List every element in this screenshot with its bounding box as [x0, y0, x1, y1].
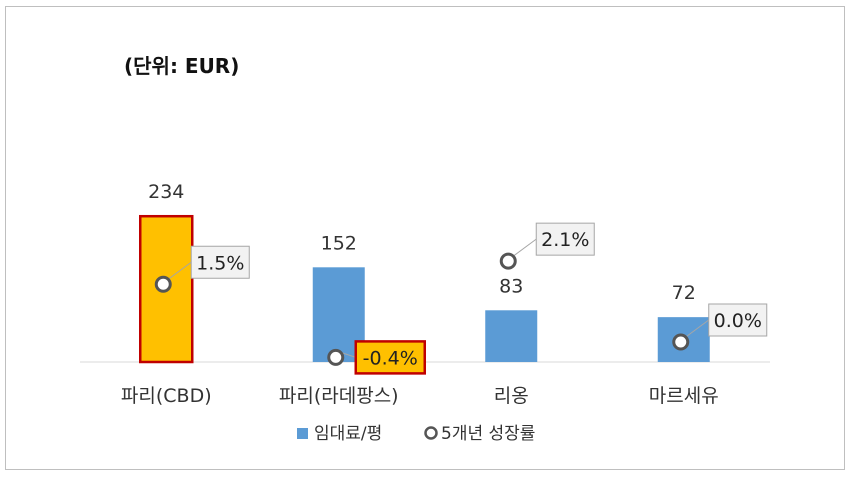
growth-leader-line-0 — [167, 261, 192, 280]
growth-value-label-3: 0.0% — [714, 310, 762, 332]
category-label-2: 리옹 — [494, 385, 529, 407]
growth-leader-line-2 — [512, 238, 537, 257]
legend-swatch-bars — [297, 428, 308, 439]
growth-label-box-2 — [535, 222, 595, 256]
bar-value-label-3: 72 — [672, 282, 696, 304]
growth-label-box-0 — [190, 245, 250, 279]
category-label-3: 마르세유 — [649, 385, 719, 407]
legend-label-bars: 임대료/평 — [314, 424, 382, 444]
bar-2 — [485, 310, 538, 362]
growth-leader-line-3 — [685, 319, 710, 338]
bar-value-label-1: 152 — [321, 232, 357, 254]
category-label-1: 파리(라데팡스) — [279, 385, 399, 407]
growth-leader-line-1 — [340, 351, 356, 358]
growth-marker-2 — [499, 252, 517, 270]
category-label-0: 파리(CBD) — [121, 385, 212, 407]
growth-value-label-2: 2.1% — [541, 229, 589, 251]
unit-note: (단위: EUR) — [124, 54, 240, 78]
growth-marker-0 — [154, 275, 172, 293]
legend-marker-growth — [424, 426, 438, 440]
growth-marker-3 — [672, 333, 690, 351]
bar-value-label-2: 83 — [499, 275, 523, 297]
legend-label-growth: 5개년 성장률 — [441, 424, 535, 444]
growth-value-label-0: 1.5% — [196, 252, 244, 274]
growth-label-box-1 — [354, 340, 426, 375]
growth-value-label-1: -0.4% — [363, 347, 418, 369]
growth-label-box-3 — [708, 303, 768, 337]
growth-marker-1 — [327, 348, 345, 366]
bar-value-label-0: 234 — [148, 181, 184, 203]
